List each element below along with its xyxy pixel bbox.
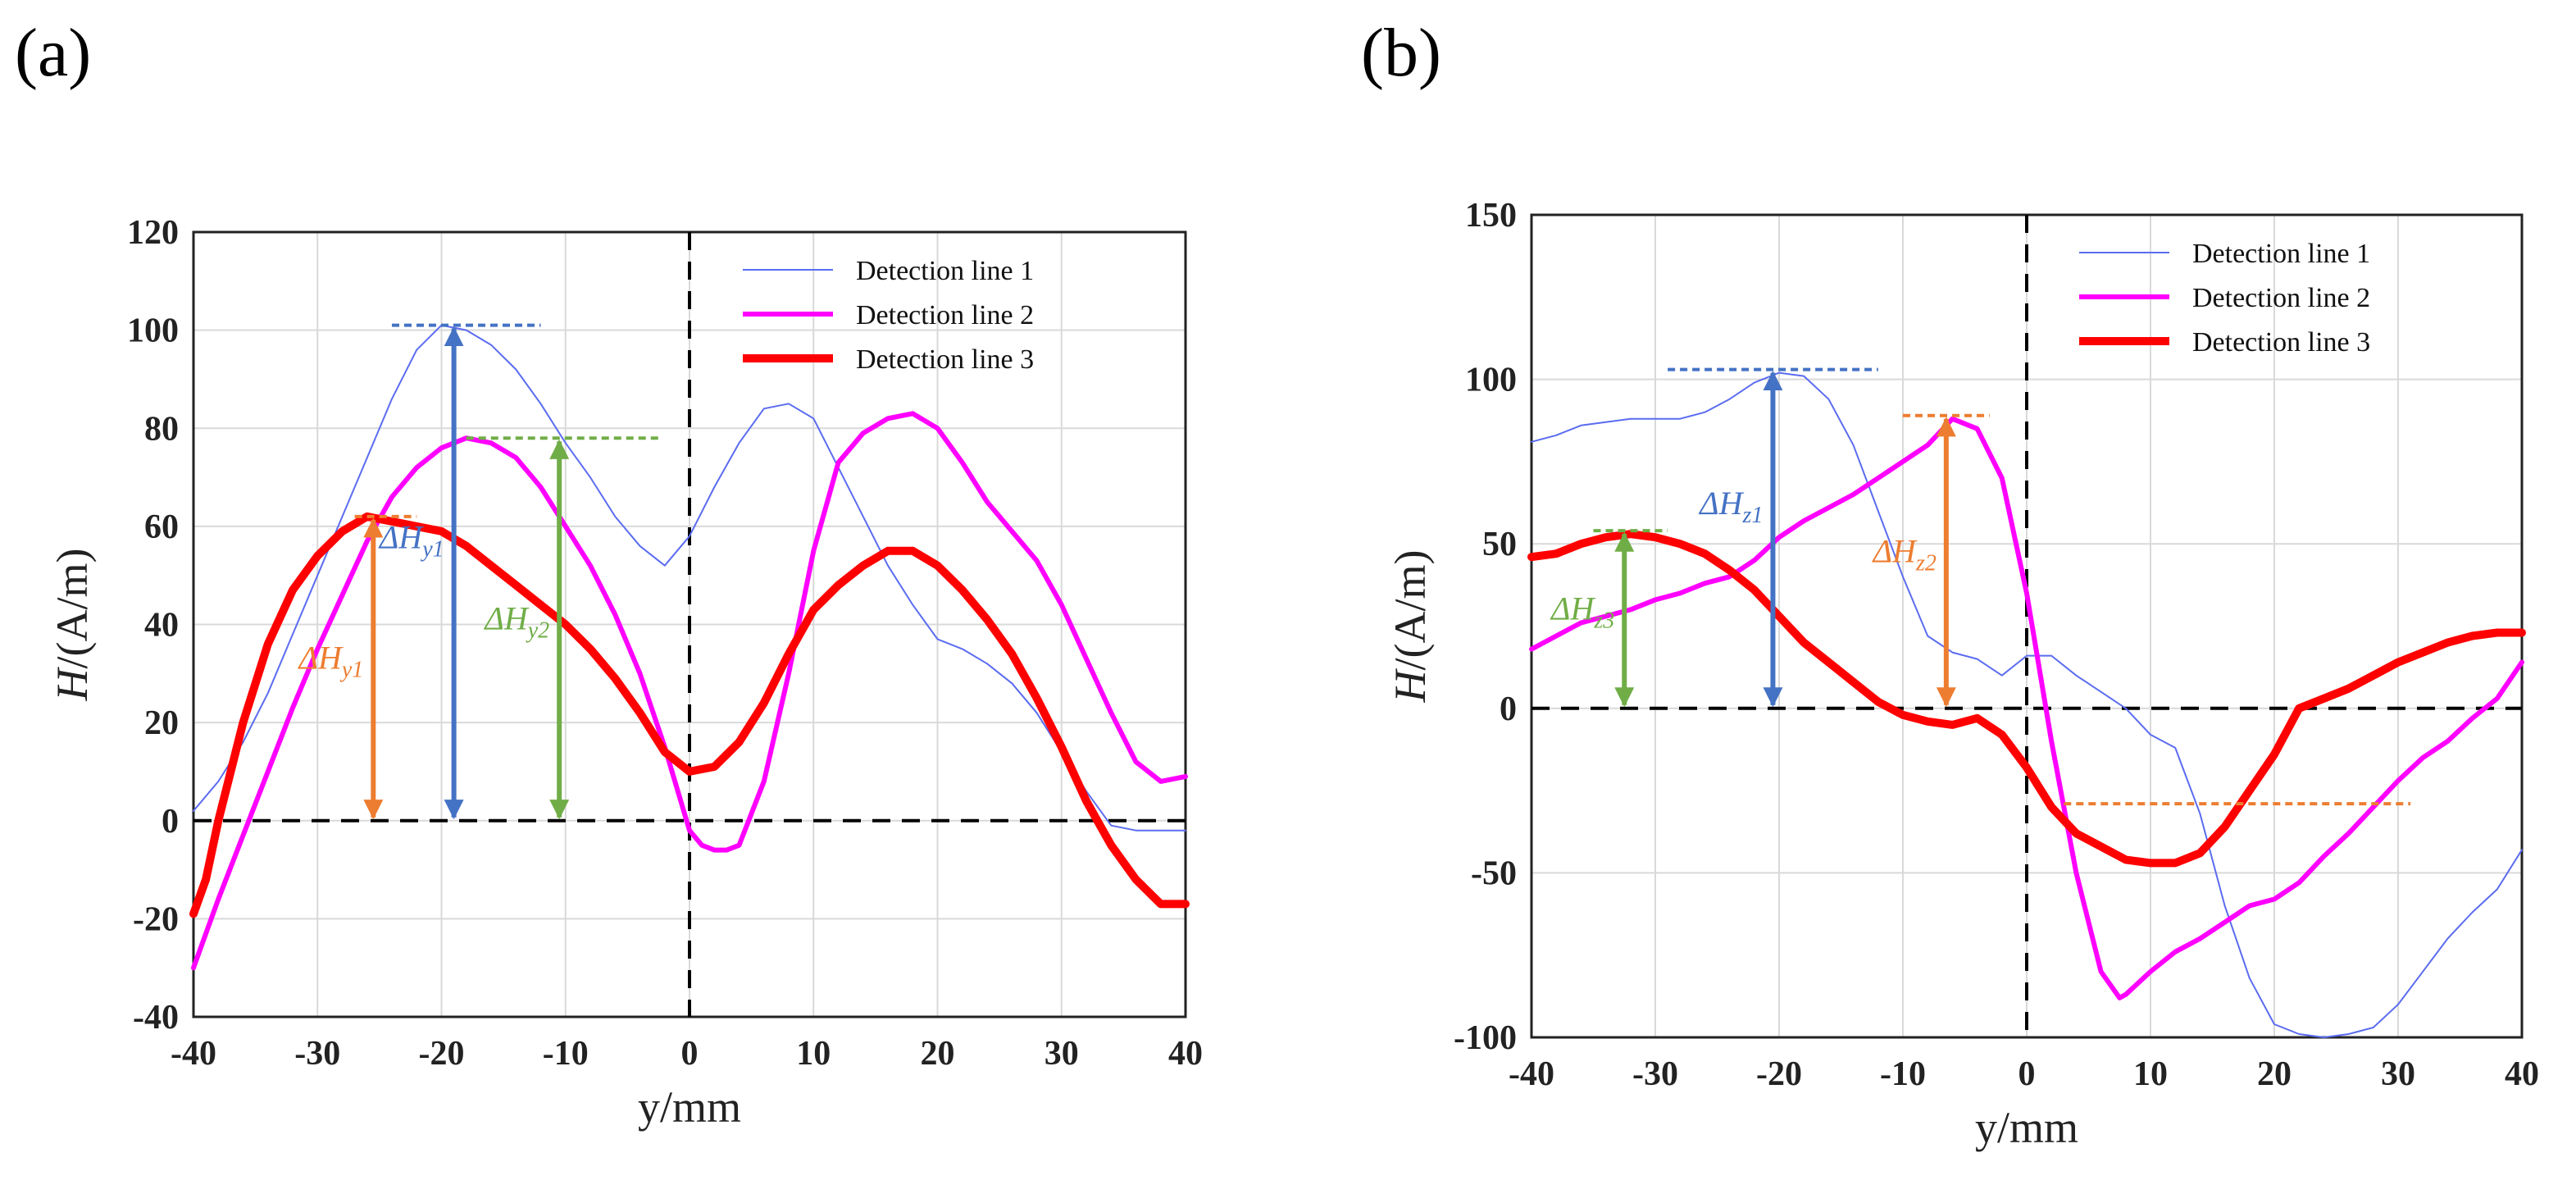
legend-label-b-3: Detection line 3 — [2192, 327, 2370, 358]
legend-label-a-2: Detection line 2 — [856, 300, 1034, 330]
x-tick-label-b-1: -30 — [1632, 1055, 1678, 1093]
x-axis-label-b: y/mm — [1975, 1103, 2078, 1152]
y-tick-label-b-4: 100 — [1465, 362, 1517, 399]
y-tick-label-a-2: 0 — [162, 803, 179, 841]
series-line-b-3 — [1527, 530, 2526, 868]
series-line-b-2 — [1529, 416, 2524, 1000]
x-tick-label-a-2: -20 — [419, 1035, 465, 1073]
legend-label-a-1: Detection line 1 — [856, 256, 1034, 286]
delta-label-a-dHy1-blue: ΔHy1 — [378, 519, 444, 563]
y-tick-label-a-0: -40 — [133, 999, 179, 1037]
delta-label-a-dHy1-orange: ΔHy1 — [298, 639, 364, 682]
delta-label-b-dHz2-orange: ΔHz2 — [1872, 532, 1937, 576]
x-tick-label-a-1: -30 — [294, 1035, 340, 1073]
x-tick-label-b-5: 10 — [2133, 1055, 2168, 1093]
series-line-b-1 — [1531, 371, 2523, 1038]
chart-panel-a: -40 -30 -20 -10 0 10 20 30 40 -40 -20 0 20 40 60 80 100 1… — [48, 214, 1203, 1132]
legend-label-a-3: Detection line 3 — [856, 344, 1034, 375]
x-tick-label-b-0: -40 — [1509, 1055, 1554, 1093]
series-line-a-1 — [193, 324, 1186, 832]
x-tick-label-b-6: 20 — [2257, 1055, 2292, 1093]
y-tick-label-a-1: -20 — [133, 900, 179, 938]
y-axis-label-a: H/(A/m) — [48, 549, 97, 702]
x-tick-label-b-3: -10 — [1880, 1055, 1926, 1093]
legend-label-b-2: Detection line 2 — [2192, 283, 2370, 313]
x-tick-label-a-4: 0 — [681, 1035, 699, 1073]
x-axis-label-a: y/mm — [638, 1082, 741, 1132]
x-tick-label-b-4: 0 — [2018, 1055, 2036, 1093]
y-tick-label-a-3: 20 — [144, 704, 179, 742]
panel-a-label: (a) — [15, 15, 91, 91]
x-tick-label-a-7: 30 — [1045, 1035, 1079, 1073]
y-tick-label-b-1: -50 — [1471, 854, 1517, 892]
x-tick-label-a-8: 40 — [1168, 1035, 1203, 1073]
y-tick-label-b-5: 150 — [1465, 197, 1517, 235]
delta-label-b-dHz3-green: ΔHz3 — [1550, 590, 1614, 633]
x-tick-label-b-8: 40 — [2505, 1055, 2539, 1093]
series-line-a-3 — [189, 512, 1190, 918]
y-tick-label-a-7: 100 — [127, 312, 179, 350]
x-tick-label-b-7: 30 — [2381, 1055, 2415, 1093]
legend-label-b-1: Detection line 1 — [2192, 239, 2370, 269]
x-tick-label-a-6: 20 — [921, 1035, 955, 1073]
y-tick-label-a-8: 120 — [127, 214, 179, 252]
x-tick-label-b-2: -20 — [1756, 1055, 1802, 1093]
chart-panel-b: -40 -30 -20 -10 0 10 20 30 40-100-50050100150y/m… — [1386, 197, 2539, 1152]
y-axis-label-b: H/(A/m) — [1386, 550, 1435, 704]
delta-label-b-dHz1-blue: ΔHz1 — [1698, 485, 1763, 528]
x-tick-label-a-0: -40 — [171, 1035, 216, 1073]
y-tick-label-b-3: 50 — [1482, 526, 1517, 563]
x-tick-label-a-5: 10 — [796, 1035, 831, 1073]
y-tick-label-a-4: 40 — [144, 607, 179, 645]
x-tick-label-a-3: -10 — [543, 1035, 589, 1073]
y-tick-label-a-6: 80 — [144, 410, 179, 448]
panel-b-label: (b) — [1361, 15, 1441, 91]
y-tick-label-a-5: 60 — [144, 508, 179, 546]
delta-label-a-dHy2-green: ΔHy2 — [483, 599, 549, 643]
y-tick-label-b-0: -100 — [1454, 1019, 1517, 1057]
y-tick-label-b-2: 0 — [1500, 690, 1517, 728]
